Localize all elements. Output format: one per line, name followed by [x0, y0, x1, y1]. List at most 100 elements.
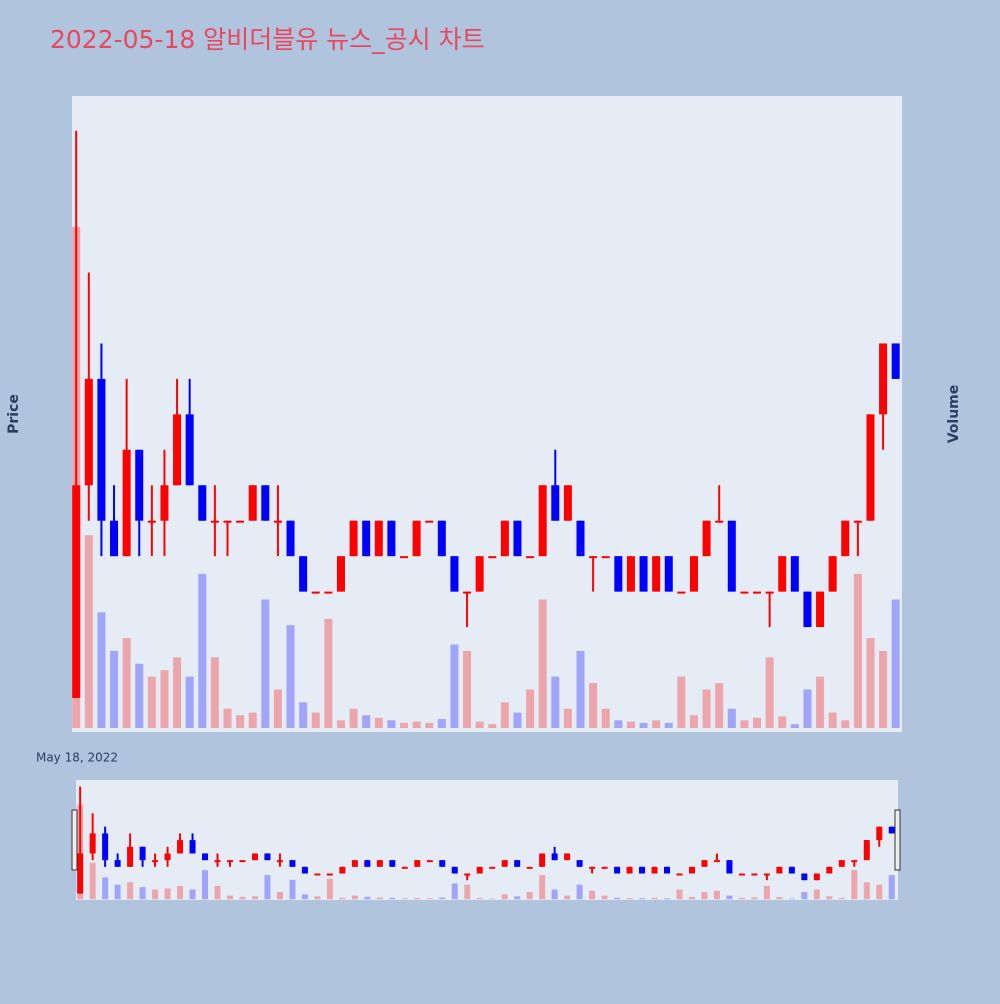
candle-body [727, 520, 736, 592]
volume-bar [97, 612, 106, 729]
candle-body [152, 860, 159, 863]
candle-body [326, 873, 333, 876]
candle-body [226, 860, 233, 863]
range-handle-left[interactable] [71, 809, 78, 871]
candle-body [688, 866, 695, 874]
volume-bar [173, 657, 182, 729]
volume-bar [349, 708, 358, 729]
candle-body [826, 866, 833, 874]
volume-bar [576, 884, 583, 900]
volume-bar [838, 897, 845, 900]
volume-bar [753, 717, 762, 729]
volume-bar [273, 689, 282, 729]
candle-body [122, 449, 131, 557]
volume-bar [451, 883, 458, 900]
volume-bar [776, 897, 783, 900]
candle-body [513, 520, 522, 557]
candle-body [314, 873, 321, 876]
candle-body [715, 520, 724, 523]
volume-bar [114, 884, 121, 900]
candle-body [576, 860, 583, 867]
candle-body [412, 520, 421, 557]
volume-bar [879, 650, 888, 729]
candle-body [803, 591, 812, 628]
volume-bar [189, 889, 196, 900]
volume-bar [185, 676, 194, 729]
candle-body [790, 556, 799, 592]
candle-body [539, 853, 546, 867]
volume-bar [425, 722, 434, 729]
volume-bar [765, 657, 774, 729]
volume-bar [426, 898, 433, 900]
volume-bar [826, 896, 833, 900]
candle-body [401, 866, 408, 869]
volume-bar [751, 897, 758, 900]
volume-bar [489, 898, 496, 900]
candle-body [891, 343, 900, 379]
candle-body [589, 556, 598, 559]
candle-body [376, 860, 383, 867]
candle-body [664, 866, 671, 874]
volume-bar [139, 887, 146, 900]
candle-body [364, 860, 371, 867]
candle-body [841, 520, 850, 557]
volume-bar [223, 708, 232, 729]
candle-body [888, 826, 895, 834]
volume-bar [400, 722, 408, 729]
candle-body [501, 860, 508, 867]
volume-bar [740, 720, 749, 729]
volume-bar [614, 720, 623, 729]
candle-body [828, 556, 837, 592]
volume-bar [589, 683, 598, 729]
volume-bar [210, 657, 219, 729]
volume-bar [778, 716, 787, 729]
candle-body [84, 378, 93, 486]
candle-body [753, 591, 762, 594]
volume-bar [226, 895, 233, 900]
plot-area [72, 96, 902, 732]
candle-body [576, 520, 585, 557]
volume-bar [563, 708, 572, 729]
volume-bar [336, 720, 345, 729]
volume-bar [788, 898, 795, 900]
range-slider[interactable] [76, 780, 898, 900]
volume-bar [664, 898, 671, 900]
volume-bar [289, 879, 296, 900]
volume-bar [813, 889, 820, 900]
range-handle-right[interactable] [894, 809, 901, 871]
y-axis-title: Price [6, 394, 22, 434]
volume-bar [476, 898, 483, 900]
candle-body [89, 833, 96, 854]
candle-body [261, 485, 270, 521]
candle-body [251, 853, 258, 861]
candle-body [689, 556, 698, 592]
volume-bar [816, 676, 825, 729]
candle-body [223, 520, 232, 523]
volume-bar [389, 897, 396, 900]
volume-bar [214, 885, 221, 900]
candle-body [236, 520, 245, 523]
volume-bar [401, 898, 408, 900]
volume-bar [888, 875, 895, 900]
volume-bar [526, 689, 535, 729]
candle-body [214, 860, 221, 863]
candle-body [135, 449, 144, 521]
volume-bar [239, 896, 246, 900]
candle-body [239, 860, 246, 863]
candle-body [763, 873, 770, 876]
candle-body [614, 866, 621, 874]
candle-body [77, 853, 84, 894]
candle-body [349, 520, 358, 557]
chart-title: 2022-05-18 알비더블유 뉴스_공시 차트 [50, 25, 485, 54]
volume-bar [147, 676, 156, 729]
candle-body [451, 866, 458, 874]
candle-body [863, 840, 870, 861]
volume-bar [464, 884, 471, 900]
volume-bar [276, 891, 283, 900]
volume-bar [863, 882, 870, 900]
candle-body [114, 860, 121, 867]
volume-bar [463, 650, 472, 729]
volume-bar [601, 708, 610, 729]
candle-body [248, 485, 257, 521]
